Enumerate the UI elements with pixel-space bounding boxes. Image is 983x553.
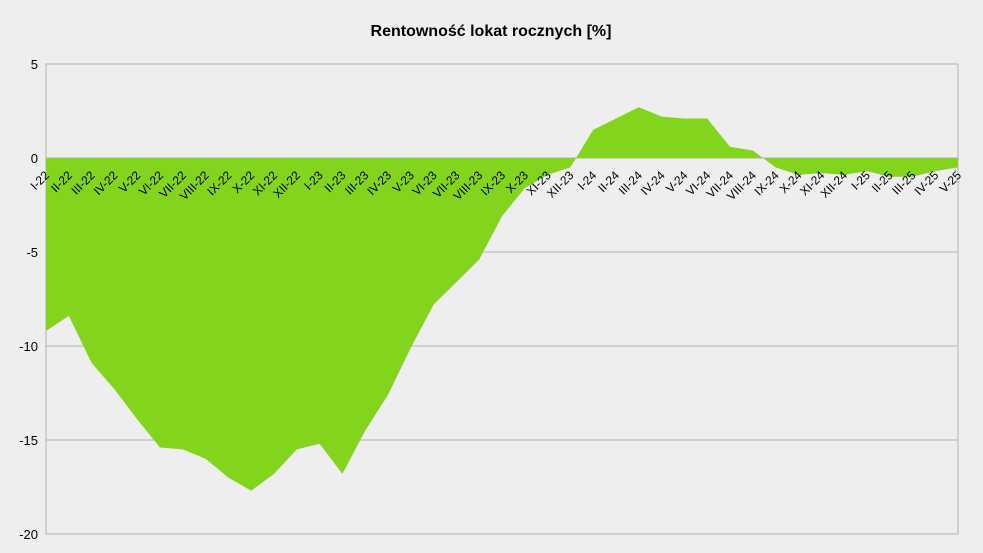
area-series <box>46 107 958 491</box>
y-tick-label: 0 <box>31 151 38 166</box>
chart-title: Rentowność lokat rocznych [%] <box>371 23 612 40</box>
y-tick-label: -10 <box>19 339 38 354</box>
y-tick-label: -20 <box>19 527 38 542</box>
y-axis-ticks: 5 0 -5 -10 -15 -20 <box>19 57 38 542</box>
y-tick-label: 5 <box>31 57 38 72</box>
y-tick-label: -5 <box>26 245 38 260</box>
y-tick-label: -15 <box>19 433 38 448</box>
